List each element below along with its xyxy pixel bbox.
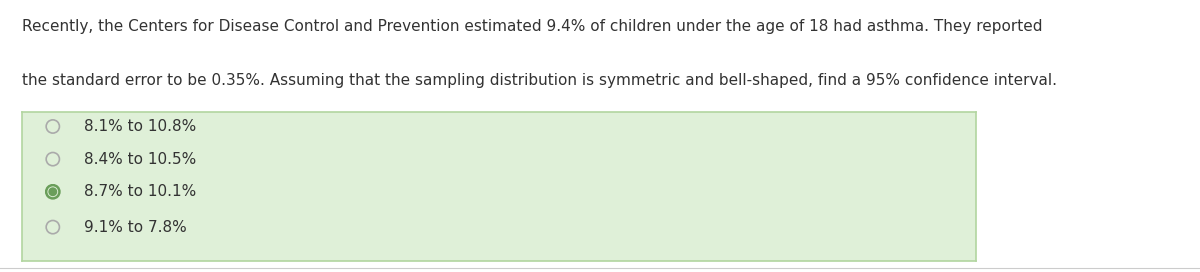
Text: 9.1% to 7.8%: 9.1% to 7.8% — [84, 220, 187, 235]
Text: the standard error to be 0.35%. Assuming that the sampling distribution is symme: the standard error to be 0.35%. Assuming… — [22, 73, 1056, 88]
Text: Recently, the Centers for Disease Control and Prevention estimated 9.4% of child: Recently, the Centers for Disease Contro… — [22, 19, 1042, 34]
Text: 8.1% to 10.8%: 8.1% to 10.8% — [84, 119, 197, 134]
Text: 8.7% to 10.1%: 8.7% to 10.1% — [84, 184, 197, 199]
Circle shape — [49, 188, 56, 196]
Text: 8.4% to 10.5%: 8.4% to 10.5% — [84, 152, 197, 167]
